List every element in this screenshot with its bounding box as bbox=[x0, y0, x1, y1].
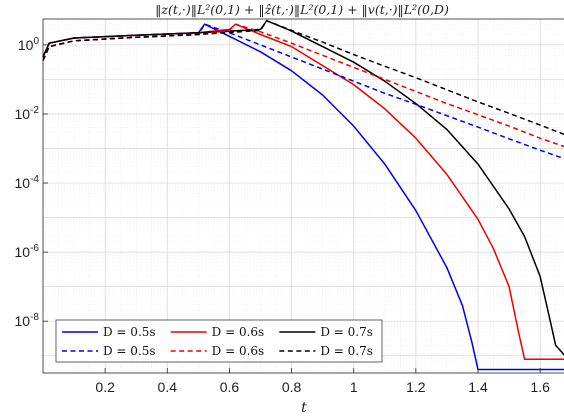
chart-title: ‖z(t,·)‖L²(0,1) + ‖ẑ(t,·)‖L²(0,1) + ‖v(t… bbox=[155, 2, 449, 17]
x-tick-label: 0.6 bbox=[220, 379, 240, 395]
series-line-3 bbox=[42, 19, 564, 356]
legend-label: D = 0.7s bbox=[320, 344, 373, 358]
series-line-6 bbox=[42, 19, 564, 136]
plot-area bbox=[43, 19, 564, 373]
legend: D = 0.5s D = 0.6s D = 0.7s D = 0.5s D = 0.6s… bbox=[55, 319, 383, 363]
legend-label: D = 0.5s bbox=[103, 325, 156, 339]
legend-label: D = 0.6s bbox=[212, 344, 265, 358]
legend-label: D = 0.5s bbox=[103, 344, 156, 358]
series-group bbox=[42, 19, 564, 371]
legend-label: D = 0.7s bbox=[320, 325, 373, 339]
x-tick-label: 1.4 bbox=[468, 379, 488, 395]
legend-box bbox=[55, 319, 383, 363]
legend-label: D = 0.6s bbox=[212, 325, 265, 339]
x-tick-label: 1.6 bbox=[530, 379, 550, 395]
x-tick-label: 0.2 bbox=[95, 379, 115, 395]
x-axis-label: t bbox=[301, 400, 307, 416]
plot-frame bbox=[42, 18, 564, 374]
x-tick-label: 0.8 bbox=[282, 379, 302, 395]
ticks: 0.2 0.4 0.6 0.8 1 1.2 1.4 1.610010-210-410-610-… bbox=[15, 36, 551, 395]
x-tick-label: 0.4 bbox=[158, 379, 178, 395]
series-line-5 bbox=[42, 23, 564, 148]
x-tick-label: 1.2 bbox=[406, 379, 426, 395]
x-tick-label: 1 bbox=[350, 379, 358, 395]
